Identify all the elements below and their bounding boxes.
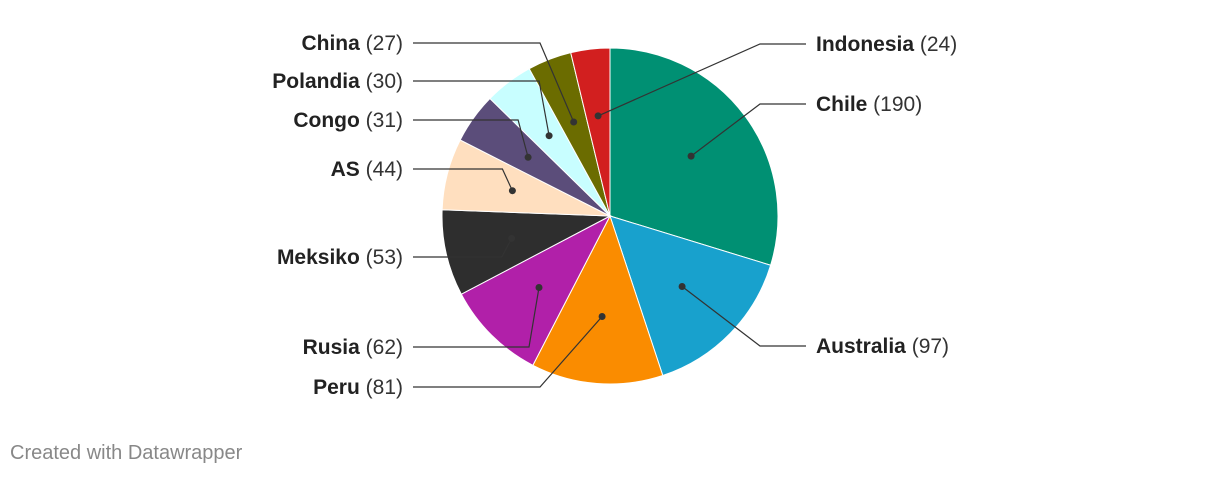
pie-slice-australia [609,215,772,377]
leader-line-polandia [413,80,550,136]
slice-label-australia: Australia (97) [816,335,949,358]
slice-label-name: Australia [816,335,906,358]
pie-slice-meksiko [441,209,612,295]
leader-dot-china [570,118,578,126]
slice-label-china: China (27) [301,32,403,55]
leader-line-rusia [413,287,540,348]
slice-label-name: Polandia [272,70,360,93]
slice-label-name: Chile [816,93,867,116]
leader-line-indonesia [597,43,806,117]
slice-label-chile: Chile (190) [816,93,922,116]
leader-dot-meksiko [508,234,516,242]
leader-dot-rusia [535,284,543,291]
pie-slice-peru [532,214,664,385]
slice-label-indonesia: Indonesia (24) [816,33,957,56]
leader-line-chile [690,103,806,157]
leader-line-peru [413,316,603,388]
slice-label-congo: Congo (31) [293,109,403,132]
leader-line-australia [681,286,806,347]
slice-label-peru: Peru (81) [313,376,403,399]
slice-label-value: (27) [360,32,403,55]
slice-label-value: (31) [360,109,403,132]
leader-dot-indonesia [594,112,602,120]
slice-label-value: (24) [914,33,957,56]
slice-label-name: Peru [313,376,360,399]
leader-line-meksiko [413,238,513,258]
footer-credit: Created with Datawrapper [10,442,243,464]
leader-line-congo [413,119,529,158]
slice-label-polandia: Polandia (30) [272,70,403,93]
leader-dot-as [508,187,516,195]
pie-slice-rusia [460,214,612,366]
slice-label-name: Meksiko [277,246,360,269]
leader-line-as [413,168,513,191]
slice-label-value: (53) [360,246,403,269]
slice-labels: Chile (190) Australia (97) Peru (81) Rusia … [272,32,957,399]
slice-label-name: Indonesia [816,33,914,56]
slice-label-value: (97) [906,335,949,358]
slice-label-value: (30) [360,70,403,93]
slice-label-as: AS (44) [331,158,403,181]
leader-dot-australia [678,283,686,290]
slice-label-value: (81) [360,376,403,399]
slice-label-value: (190) [867,93,922,116]
slice-label-name: Congo [293,109,359,132]
pie-slices [441,47,779,385]
slice-label-meksiko: Meksiko (53) [277,246,403,269]
leader-dot-peru [598,313,606,320]
slice-label-name: Rusia [303,336,361,359]
slice-label-name: AS [331,158,360,181]
pie-slice-indonesia [570,47,611,217]
leader-dot-polandia [545,132,553,140]
slice-label-rusia: Rusia (62) [303,336,403,359]
leader-lines [413,42,806,388]
slice-label-value: (44) [360,158,403,181]
leader-dot-congo [524,153,532,161]
leader-line-china [413,42,575,123]
slice-label-name: China [301,32,360,55]
leader-dot-chile [687,152,695,160]
slice-label-value: (62) [360,336,403,359]
